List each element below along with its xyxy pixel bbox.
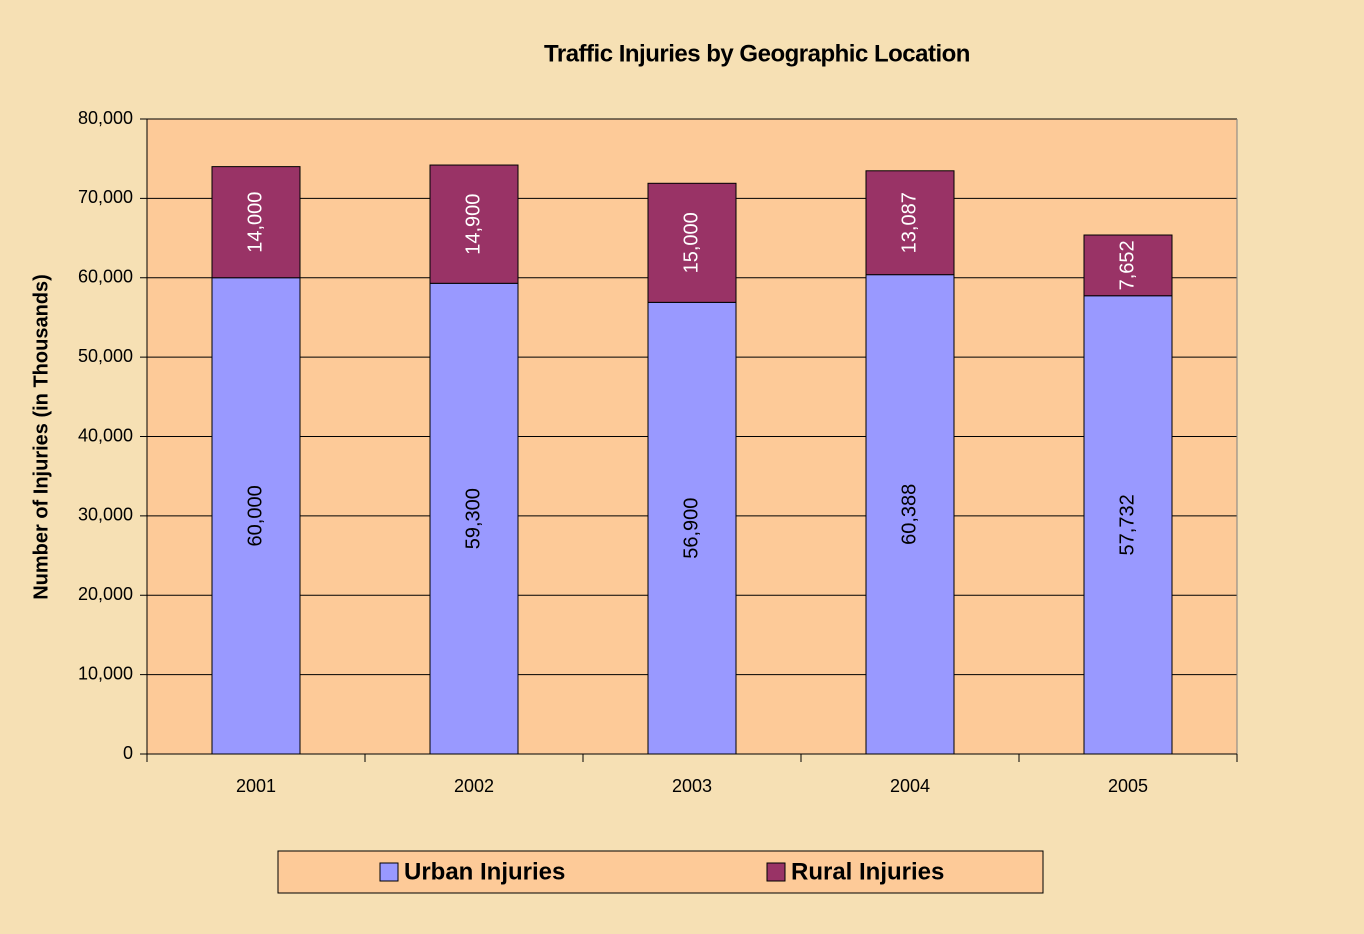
- bar-segment: [429, 164, 519, 284]
- bar-segment: [647, 182, 737, 303]
- legend-swatch: [379, 862, 399, 882]
- value-label: 15,000: [680, 212, 702, 273]
- bar-segment: [1083, 234, 1173, 297]
- x-tick-label: 2005: [1108, 776, 1148, 796]
- value-label: 7,652: [1116, 240, 1138, 290]
- value-label: 57,732: [1116, 494, 1138, 555]
- bar-segment: [1083, 295, 1173, 755]
- y-tick-label: 40,000: [78, 425, 133, 445]
- bar-segment: [647, 301, 737, 755]
- chart-title: Traffic Injuries by Geographic Location: [544, 40, 970, 67]
- legend-label: Urban Injuries: [404, 858, 565, 885]
- value-label: 13,087: [898, 192, 920, 253]
- value-label: 14,900: [462, 194, 484, 255]
- bar-segment: [865, 170, 955, 276]
- y-tick-label: 0: [123, 743, 133, 763]
- value-label: 56,900: [680, 498, 702, 559]
- x-tick-label: 2001: [236, 776, 276, 796]
- y-tick-label: 50,000: [78, 346, 133, 366]
- x-tick-label: 2004: [890, 776, 930, 796]
- y-axis-label: Number of Injuries (in Thousands): [30, 274, 52, 600]
- bar-segment: [211, 277, 301, 755]
- value-label: 60,388: [898, 484, 920, 545]
- value-label: 60,000: [244, 485, 266, 546]
- y-tick-label: 80,000: [78, 108, 133, 128]
- bar-segment: [211, 166, 301, 279]
- legend: [277, 850, 1044, 894]
- legend-swatch: [766, 862, 786, 882]
- x-tick-label: 2002: [454, 776, 494, 796]
- y-tick-label: 60,000: [78, 267, 133, 287]
- x-tick-label: 2003: [672, 776, 712, 796]
- y-tick-label: 10,000: [78, 663, 133, 683]
- y-tick-label: 20,000: [78, 584, 133, 604]
- legend-label: Rural Injuries: [791, 858, 944, 885]
- y-tick-label: 70,000: [78, 187, 133, 207]
- value-label: 14,000: [244, 192, 266, 253]
- bar-segment: [429, 282, 519, 755]
- y-tick-label: 30,000: [78, 505, 133, 525]
- bar-segment: [865, 274, 955, 755]
- value-label: 59,300: [462, 488, 484, 549]
